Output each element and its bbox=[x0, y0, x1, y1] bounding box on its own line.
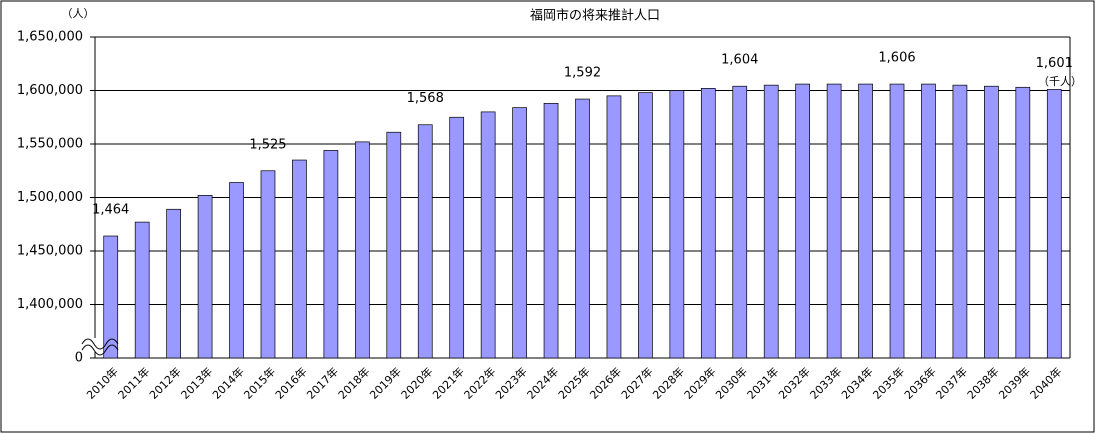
bar bbox=[480, 111, 496, 359]
y-tick-label: 1,450,000 bbox=[17, 244, 83, 259]
bar bbox=[449, 116, 465, 359]
bar bbox=[795, 83, 811, 359]
chart-title: 福岡市の将来推計人口 bbox=[530, 8, 660, 24]
bar bbox=[606, 95, 622, 359]
bar bbox=[1046, 89, 1062, 359]
y-tick-label: 1,400,000 bbox=[17, 297, 83, 312]
bar bbox=[543, 102, 559, 359]
bar bbox=[229, 182, 244, 359]
y-tick-label: 1,600,000 bbox=[17, 83, 83, 98]
bar bbox=[197, 195, 213, 359]
y-unit: （人） bbox=[62, 7, 95, 20]
bar bbox=[292, 159, 307, 359]
data-label: 1,606 bbox=[878, 51, 915, 66]
data-label: 1,592 bbox=[564, 66, 601, 81]
bar bbox=[952, 84, 968, 359]
bar bbox=[921, 83, 936, 359]
bar bbox=[103, 235, 119, 359]
bar bbox=[638, 92, 653, 359]
bar bbox=[512, 107, 527, 359]
bar bbox=[700, 88, 716, 359]
bar bbox=[889, 83, 905, 359]
label-unit: （千人） bbox=[1038, 75, 1082, 88]
bar bbox=[669, 90, 685, 359]
bar bbox=[166, 208, 181, 359]
bar bbox=[826, 83, 842, 359]
bar bbox=[732, 85, 748, 359]
bar bbox=[386, 131, 402, 359]
bar bbox=[134, 221, 150, 359]
y-tick-label: 1,550,000 bbox=[17, 137, 83, 152]
bar bbox=[858, 83, 873, 359]
bar bbox=[984, 85, 999, 359]
data-label: 1,568 bbox=[407, 91, 444, 106]
y-tick-label: 0 bbox=[75, 351, 83, 366]
data-label: 1,604 bbox=[721, 53, 758, 68]
data-label: 1,525 bbox=[249, 137, 286, 152]
bar bbox=[323, 150, 339, 359]
data-label: 1,464 bbox=[92, 203, 129, 218]
y-tick-label: 1,500,000 bbox=[17, 190, 83, 205]
bar bbox=[575, 98, 590, 359]
axis-break bbox=[81, 338, 119, 356]
data-label: 1,601 bbox=[1036, 56, 1073, 71]
bar bbox=[260, 170, 276, 359]
bar bbox=[354, 141, 370, 359]
bar bbox=[417, 124, 433, 359]
y-tick-label: 1,650,000 bbox=[17, 30, 83, 45]
bar bbox=[1015, 86, 1031, 359]
bar bbox=[763, 84, 779, 359]
